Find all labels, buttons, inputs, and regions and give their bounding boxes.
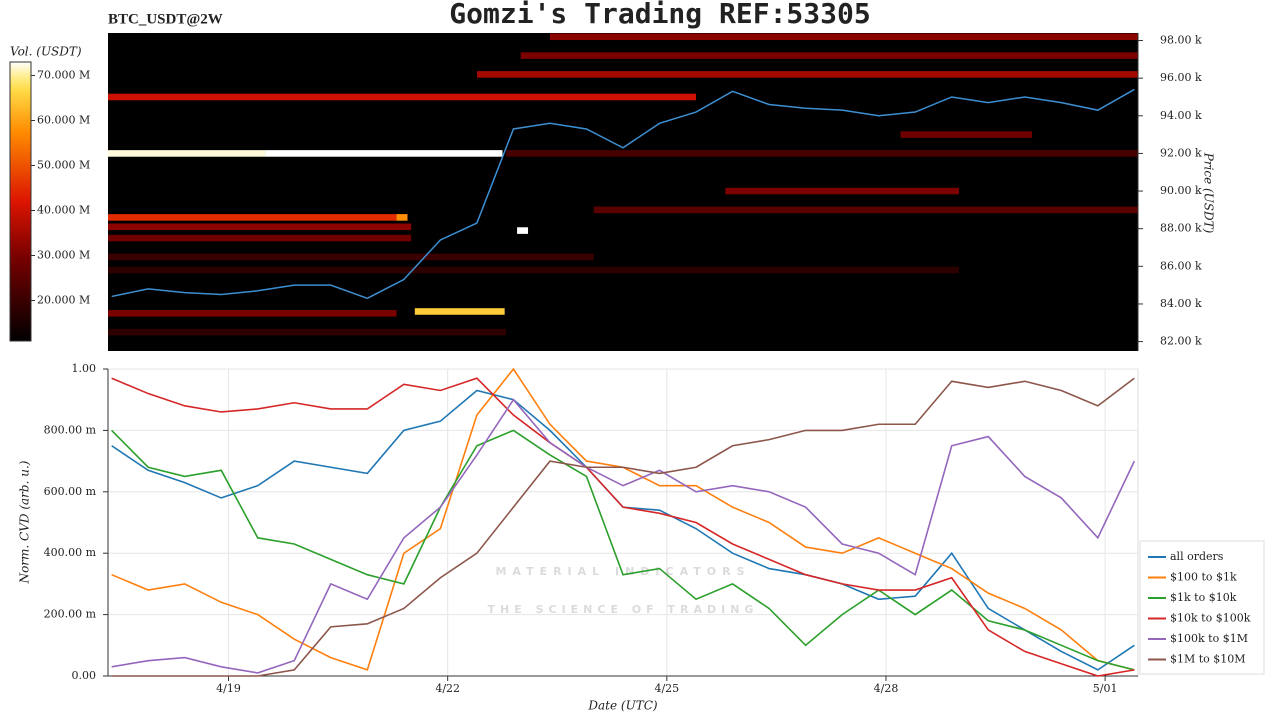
- heat-band: [108, 253, 594, 261]
- series-line: [111, 398, 1136, 674]
- y-tick-label: 0.00: [72, 669, 97, 682]
- x-tick-label: 4/25: [654, 682, 679, 695]
- heat-band: [108, 234, 412, 242]
- y-tick-label: 92.00 k: [1160, 146, 1202, 159]
- y-tick-label: 96.00 k: [1160, 71, 1202, 84]
- y-tick-label: 84.00 k: [1160, 297, 1202, 310]
- heat-band: [506, 150, 1138, 157]
- heat-band: [108, 150, 266, 157]
- chart-title: Gomzi's Trading REF:53305: [449, 0, 870, 30]
- heat-band: [517, 227, 529, 234]
- series-line: [111, 377, 1135, 677]
- heat-band: [476, 71, 1138, 78]
- heat-band: [108, 310, 397, 317]
- heat-band: [900, 131, 1033, 138]
- series-line: [111, 377, 1135, 677]
- x-tick-label: 4/22: [435, 682, 460, 695]
- colorbar-tick-label: 40.000 M: [37, 204, 90, 217]
- legend-label: $100 to $1k: [1170, 571, 1237, 584]
- heat-band: [520, 52, 1138, 59]
- y-tick-label: 600.00 m: [44, 485, 97, 498]
- x-tick-label: 4/19: [216, 682, 241, 695]
- y-tick-label: 400.00 m: [44, 546, 97, 559]
- legend-label: $1M to $10M: [1170, 653, 1246, 666]
- colorbar-label: Vol. (USDT): [10, 45, 82, 59]
- chart-subtitle: BTC_USDT@2W: [108, 11, 223, 27]
- heat-band: [414, 308, 505, 315]
- legend-label: $10k to $100k: [1170, 612, 1251, 625]
- heat-band: [265, 150, 503, 157]
- plot-background: [107, 368, 1139, 677]
- heat-band: [108, 266, 960, 274]
- x-axis-label: Date (UTC): [587, 699, 657, 713]
- heat-band: [396, 214, 408, 221]
- heat-band: [725, 187, 960, 195]
- watermark: MATERIAL INDICATORS: [495, 565, 750, 578]
- heat-band: [549, 33, 1138, 41]
- x-tick-label: 4/28: [874, 682, 899, 695]
- legend-label: $1k to $10k: [1170, 591, 1237, 604]
- watermark-sub: THE SCIENCE OF TRADING: [488, 603, 759, 616]
- y-axis-label: Price (USDT): [1202, 152, 1216, 234]
- legend-label: all orders: [1170, 550, 1224, 563]
- y-tick-label: 200.00 m: [44, 608, 97, 621]
- legend-label: $100k to $1M: [1170, 632, 1248, 645]
- price-line: [111, 88, 1135, 300]
- colorbar-tick-label: 50.000 M: [37, 159, 90, 172]
- heat-band: [108, 214, 397, 221]
- heat-band: [108, 328, 507, 336]
- heat-band: [108, 93, 697, 101]
- colorbar-tick-label: 20.000 M: [37, 294, 90, 307]
- heat-band: [108, 223, 412, 231]
- colorbar-tick-label: 30.000 M: [37, 249, 90, 262]
- y-tick-label: 1.00: [72, 362, 97, 375]
- y-tick-label: 94.00 k: [1160, 109, 1202, 122]
- y-tick-label: 88.00 k: [1160, 222, 1202, 235]
- colorbar: [9, 61, 32, 342]
- colorbar-tick-label: 60.000 M: [37, 114, 90, 127]
- heat-band: [593, 206, 1138, 214]
- legend-box: [1139, 540, 1265, 675]
- x-tick-label: 5/01: [1093, 682, 1118, 695]
- y-tick-label: 86.00 k: [1160, 259, 1202, 272]
- series-line: [111, 429, 1135, 671]
- y-tick-label: 82.00 k: [1160, 335, 1202, 348]
- y-tick-label: 800.00 m: [44, 423, 97, 436]
- colorbar-tick-label: 70.000 M: [37, 69, 90, 82]
- y-tick-label: 90.00 k: [1160, 184, 1202, 197]
- y-axis-label: Norm. CVD (arb. u.): [18, 460, 32, 584]
- y-tick-label: 98.00 k: [1160, 34, 1202, 47]
- plot-background: [108, 33, 1138, 351]
